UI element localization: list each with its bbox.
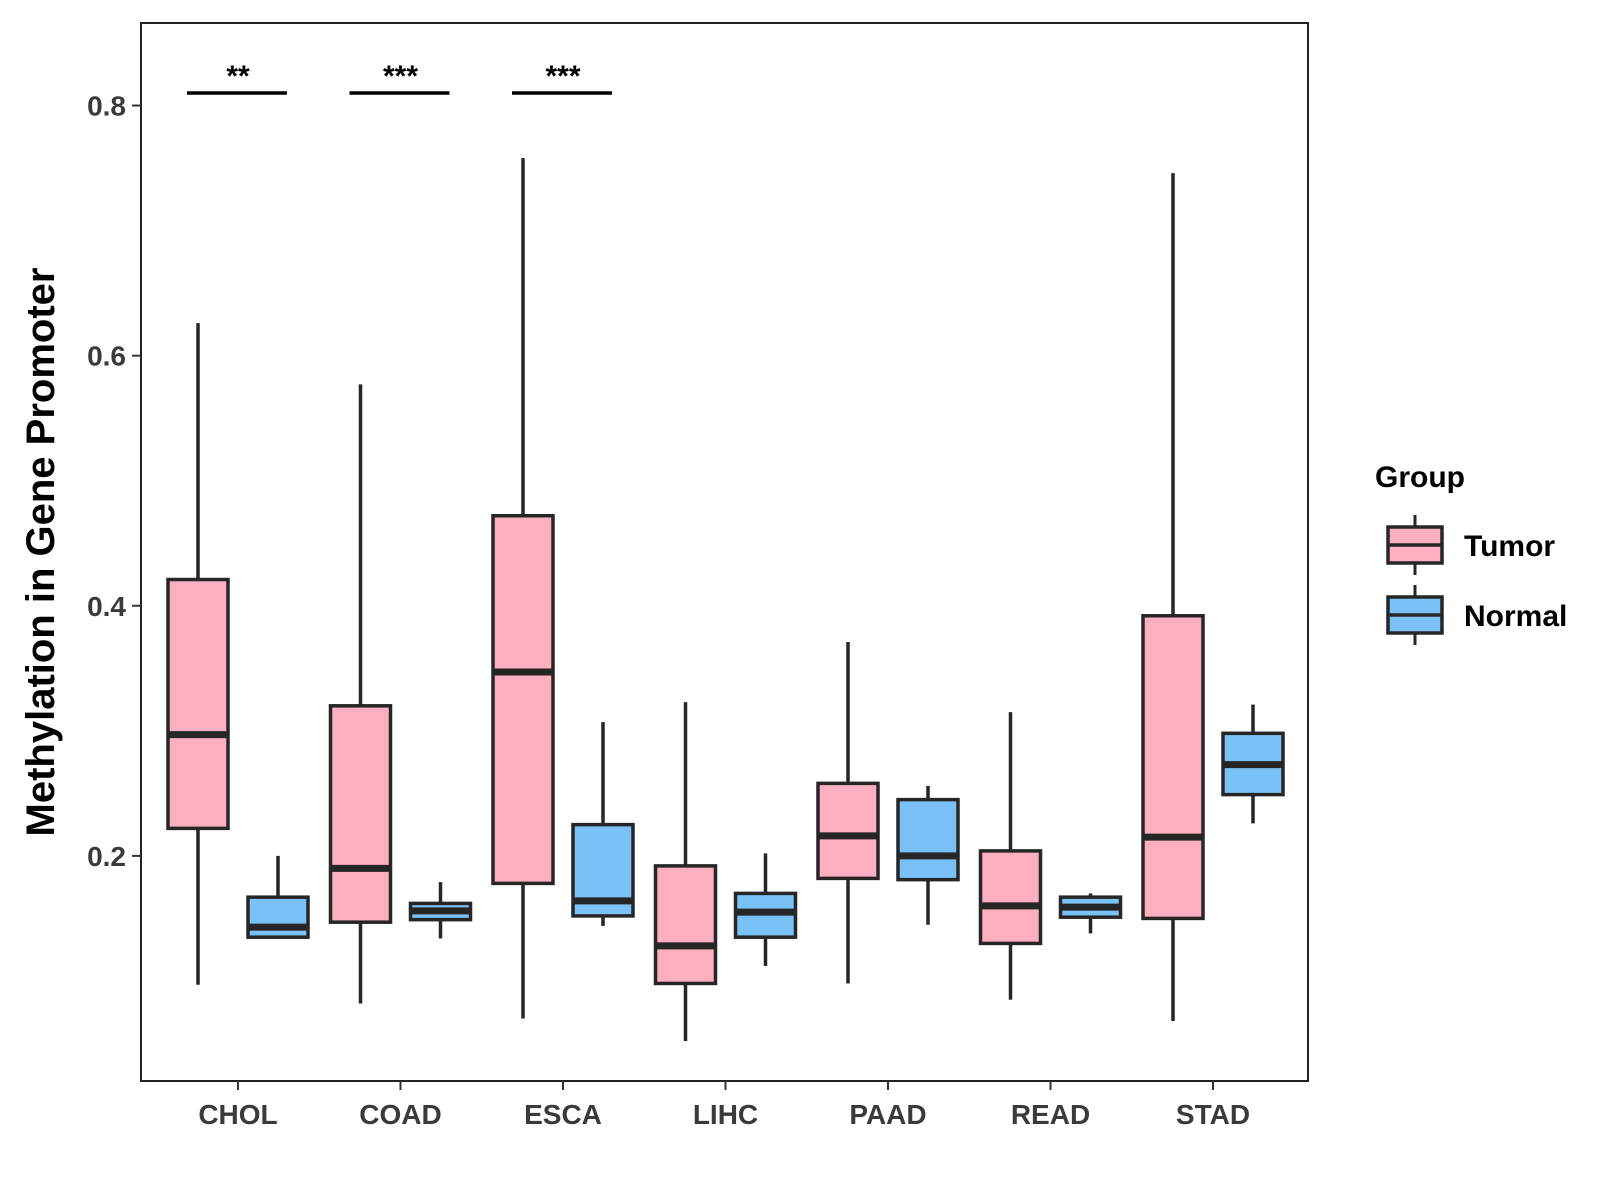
legend-title: Group — [1375, 461, 1465, 494]
box-coad-normal — [408, 882, 473, 939]
box-rect-chol-tumor — [166, 577, 230, 831]
box-lihc-normal — [733, 853, 798, 966]
significance-label-chol: ** — [226, 60, 250, 93]
box-lihc-tumor — [653, 702, 718, 1041]
box-read-normal — [1058, 893, 1123, 934]
y-tick-label-0.6: 0.6 — [87, 341, 126, 372]
legend: Group Tumor Normal — [1375, 461, 1567, 645]
y-tick-label-0.4: 0.4 — [87, 591, 126, 622]
legend-item-tumor: Tumor — [1386, 515, 1555, 575]
box-stad-tumor — [1141, 173, 1205, 1021]
y-axis-title: Methylation in Gene Promoter — [19, 268, 63, 837]
significance-label-coad: *** — [383, 60, 418, 93]
box-rect-lihc-tumor — [653, 864, 718, 986]
x-tick-label-stad: STAD — [1176, 1099, 1250, 1130]
plot-layer: ** *** *** — [166, 60, 1285, 1041]
box-read-tumor — [978, 712, 1043, 1000]
box-rect-chol-normal — [246, 895, 310, 939]
y-tick-label-0.2: 0.2 — [87, 841, 126, 872]
box-rect-read-tumor — [978, 849, 1043, 946]
box-stad-normal — [1221, 704, 1285, 824]
significance-label-esca: *** — [545, 60, 580, 93]
x-tick-label-chol: CHOL — [198, 1099, 277, 1130]
y-tick-label-0.8: 0.8 — [87, 91, 126, 122]
box-rect-esca-tumor — [491, 513, 555, 886]
box-esca-normal — [571, 722, 635, 926]
box-rect-paad-tumor — [816, 781, 880, 881]
box-rect-paad-normal — [896, 797, 960, 882]
legend-item-normal: Normal — [1386, 585, 1567, 645]
box-chol-normal — [246, 855, 310, 939]
box-paad-tumor — [816, 642, 880, 984]
box-esca-tumor — [491, 158, 555, 1019]
legend-label-normal: Normal — [1464, 600, 1567, 633]
box-paad-normal — [896, 785, 960, 925]
box-chol-tumor — [166, 323, 230, 985]
box-rect-coad-tumor — [328, 704, 393, 924]
box-rect-stad-tumor — [1141, 614, 1205, 921]
x-tick-label-coad: COAD — [359, 1099, 441, 1130]
x-tick-label-read: READ — [1011, 1099, 1090, 1130]
box-coad-tumor — [328, 384, 393, 1004]
x-tick-label-paad: PAAD — [849, 1099, 926, 1130]
x-tick-label-lihc: LIHC — [693, 1099, 758, 1130]
axis-layer: 0.2 0.4 0.6 0.8 CHOL COAD ESCA LIHC PAAD READ STAD — [87, 91, 1250, 1130]
x-tick-label-esca: ESCA — [524, 1099, 602, 1130]
legend-label-tumor: Tumor — [1464, 530, 1555, 563]
